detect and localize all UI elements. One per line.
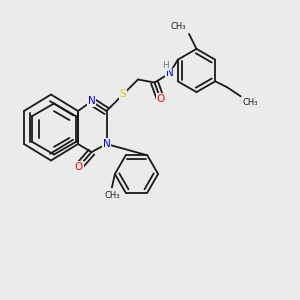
Text: CH₃: CH₃	[104, 190, 120, 200]
Text: CH₃: CH₃	[170, 22, 186, 32]
Text: H: H	[162, 61, 169, 70]
Text: O: O	[156, 94, 165, 104]
Text: N: N	[88, 96, 95, 106]
Text: CH₃: CH₃	[242, 98, 258, 107]
Text: N: N	[166, 68, 173, 79]
Text: S: S	[120, 89, 126, 100]
Text: N: N	[103, 139, 110, 149]
Text: O: O	[75, 161, 83, 172]
